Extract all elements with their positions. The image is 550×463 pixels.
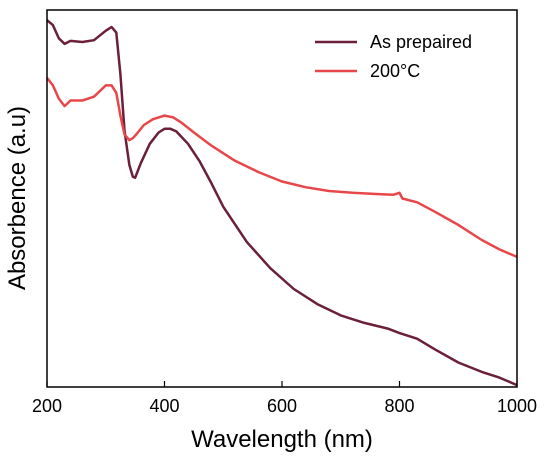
x-axis-ticks: 200 400 600 800 1000 <box>32 381 537 416</box>
series-lines <box>46 19 518 387</box>
legend: As prepaired 200°C <box>315 32 472 81</box>
plot-frame <box>46 9 518 388</box>
x-tick-label: 200 <box>32 396 62 416</box>
x-axis-title: Wavelength (nm) <box>191 426 373 453</box>
x-tick-label: 1000 <box>497 396 537 416</box>
x-tick-label: 800 <box>384 396 414 416</box>
legend-label-200c: 200°C <box>370 61 420 81</box>
x-tick-label: 400 <box>149 396 179 416</box>
x-tick-label: 600 <box>267 396 297 416</box>
series-line-200c <box>46 77 518 259</box>
legend-label-as-prepaired: As prepaired <box>370 32 472 52</box>
series-line-as-prepaired <box>46 19 518 387</box>
y-axis-title: Absorbence (a.u) <box>4 106 31 290</box>
